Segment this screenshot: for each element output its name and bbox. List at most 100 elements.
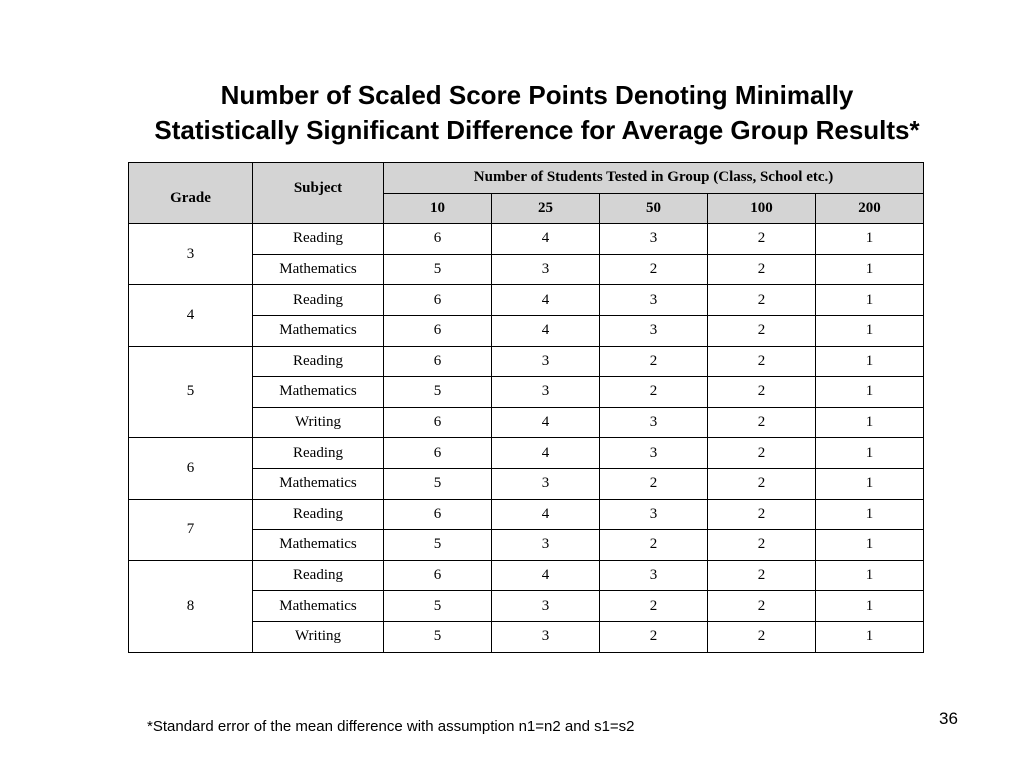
value-cell: 2 <box>707 498 816 531</box>
slide-title-line-2: Statistically Significant Difference for… <box>154 115 920 145</box>
value-cell: 2 <box>707 529 816 561</box>
value-cell: 5 <box>383 467 492 500</box>
value-cell: 2 <box>599 467 708 500</box>
value-cell: 3 <box>491 590 600 622</box>
value-cell: 3 <box>491 253 600 286</box>
grade-cell: 7 <box>128 498 253 561</box>
table-row: Mathematics 5 3 2 2 1 <box>129 590 925 622</box>
value-cell: 2 <box>707 345 816 378</box>
subject-cell: Reading <box>252 345 384 378</box>
group-size-header: Number of Students Tested in Group (Clas… <box>382 162 925 194</box>
value-cell: 2 <box>707 406 816 439</box>
table-row: Mathematics 5 3 2 2 1 <box>129 376 925 408</box>
value-cell: 6 <box>383 314 492 347</box>
value-cell: 2 <box>599 253 708 286</box>
value-cell: 2 <box>707 437 816 469</box>
value-cell: 2 <box>707 467 816 500</box>
value-cell: 6 <box>383 223 492 255</box>
grade-cell: 3 <box>128 223 253 286</box>
table-row: Mathematics 5 3 2 2 1 <box>129 467 925 500</box>
subject-cell: Mathematics <box>252 529 384 561</box>
subject-cell: Reading <box>252 223 384 255</box>
value-cell: 1 <box>814 437 925 469</box>
subject-cell: Mathematics <box>252 467 384 500</box>
grade-cell: 8 <box>128 559 253 653</box>
subject-cell: Mathematics <box>252 590 384 622</box>
value-cell: 1 <box>814 529 925 561</box>
value-cell: 5 <box>383 620 492 653</box>
value-cell: 4 <box>491 498 600 531</box>
subject-cell: Mathematics <box>252 376 384 408</box>
value-cell: 3 <box>491 529 600 561</box>
size-header: 50 <box>599 192 708 225</box>
value-cell: 1 <box>814 376 925 408</box>
value-cell: 3 <box>491 467 600 500</box>
size-header: 10 <box>383 192 492 225</box>
header-row-top: Grade Subject Number of Students Tested … <box>128 161 925 225</box>
value-cell: 5 <box>383 376 492 408</box>
slide-title-line-1: Number of Scaled Score Points Denoting M… <box>220 80 854 110</box>
value-cell: 3 <box>599 437 708 469</box>
table-row: Writing 5 3 2 2 1 <box>129 620 925 653</box>
value-cell: 1 <box>814 498 925 531</box>
subject-header: Subject <box>252 161 384 225</box>
subject-cell: Reading <box>252 437 384 469</box>
value-cell: 1 <box>814 559 925 592</box>
value-cell: 3 <box>599 406 708 439</box>
value-cell: 4 <box>491 559 600 592</box>
footnote: *Standard error of the mean difference w… <box>147 718 635 735</box>
subject-cell: Writing <box>252 406 384 439</box>
subject-cell: Mathematics <box>252 314 384 347</box>
value-cell: 2 <box>707 284 816 316</box>
page-number: 36 <box>939 709 958 728</box>
value-cell: 2 <box>707 559 816 592</box>
table-row: 8 Reading 6 4 3 2 1 <box>128 559 925 653</box>
value-cell: 1 <box>814 590 925 622</box>
value-cell: 6 <box>383 406 492 439</box>
value-cell: 4 <box>491 437 600 469</box>
value-cell: 2 <box>707 376 816 408</box>
value-cell: 3 <box>491 345 600 378</box>
table-row: 4 Reading 6 4 3 2 1 <box>128 284 925 347</box>
value-cell: 2 <box>707 314 816 347</box>
grade-header: Grade <box>128 161 253 225</box>
value-cell: 1 <box>814 467 925 500</box>
value-cell: 2 <box>707 590 816 622</box>
value-cell: 5 <box>383 253 492 286</box>
value-cell: 3 <box>491 620 600 653</box>
value-cell: 4 <box>491 406 600 439</box>
value-cell: 1 <box>814 223 925 255</box>
size-header: 100 <box>707 192 816 225</box>
value-cell: 2 <box>599 376 708 408</box>
value-cell: 3 <box>599 314 708 347</box>
value-cell: 6 <box>383 284 492 316</box>
subject-cell: Mathematics <box>252 253 384 286</box>
value-cell: 1 <box>814 620 925 653</box>
value-cell: 3 <box>599 498 708 531</box>
value-cell: 2 <box>599 345 708 378</box>
value-cell: 1 <box>814 314 925 347</box>
table-body: 3 Reading 6 4 3 2 1 Mathematics 5 3 2 2 1 4 Reading 6 4 3… <box>128 223 925 653</box>
value-cell: 1 <box>814 345 925 378</box>
grade-cell: 4 <box>128 284 253 347</box>
value-cell: 6 <box>383 559 492 592</box>
subject-cell: Reading <box>252 498 384 531</box>
header-row-sizes: 10 25 50 100 200 <box>129 192 925 225</box>
value-cell: 1 <box>814 253 925 286</box>
value-cell: 6 <box>383 437 492 469</box>
value-cell: 6 <box>383 498 492 531</box>
table-row: 5 Reading 6 3 2 2 1 <box>128 345 925 439</box>
value-cell: 5 <box>383 529 492 561</box>
table-header: Grade Subject Number of Students Tested … <box>128 161 925 225</box>
subject-cell: Reading <box>252 284 384 316</box>
table-row: Mathematics 6 4 3 2 1 <box>129 314 925 347</box>
value-cell: 6 <box>383 345 492 378</box>
score-difference-table: Grade Subject Number of Students Tested … <box>128 161 925 653</box>
subject-cell: Reading <box>252 559 384 592</box>
subject-cell: Writing <box>252 620 384 653</box>
value-cell: 3 <box>599 223 708 255</box>
table-row: Writing 6 4 3 2 1 <box>129 406 925 439</box>
value-cell: 3 <box>599 284 708 316</box>
table-row: 3 Reading 6 4 3 2 1 <box>128 223 925 286</box>
slide-title: Number of Scaled Score Points Denoting M… <box>100 78 974 148</box>
